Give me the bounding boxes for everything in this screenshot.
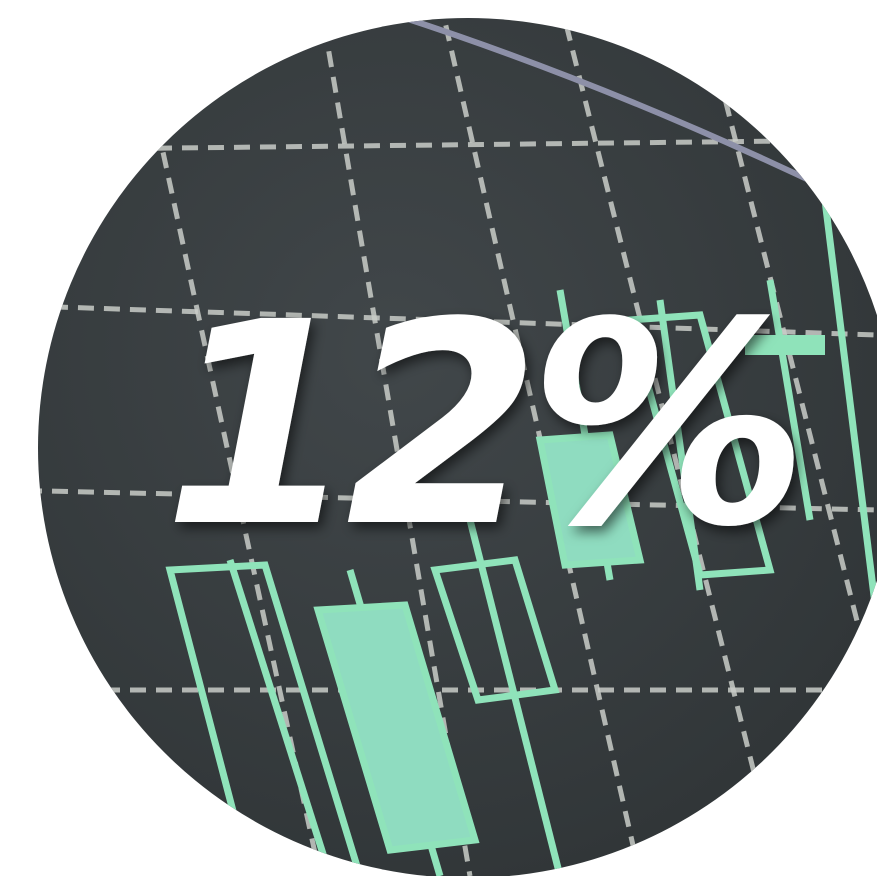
photo-candles: [165, 159, 877, 876]
percent-label: 12%: [163, 263, 797, 589]
